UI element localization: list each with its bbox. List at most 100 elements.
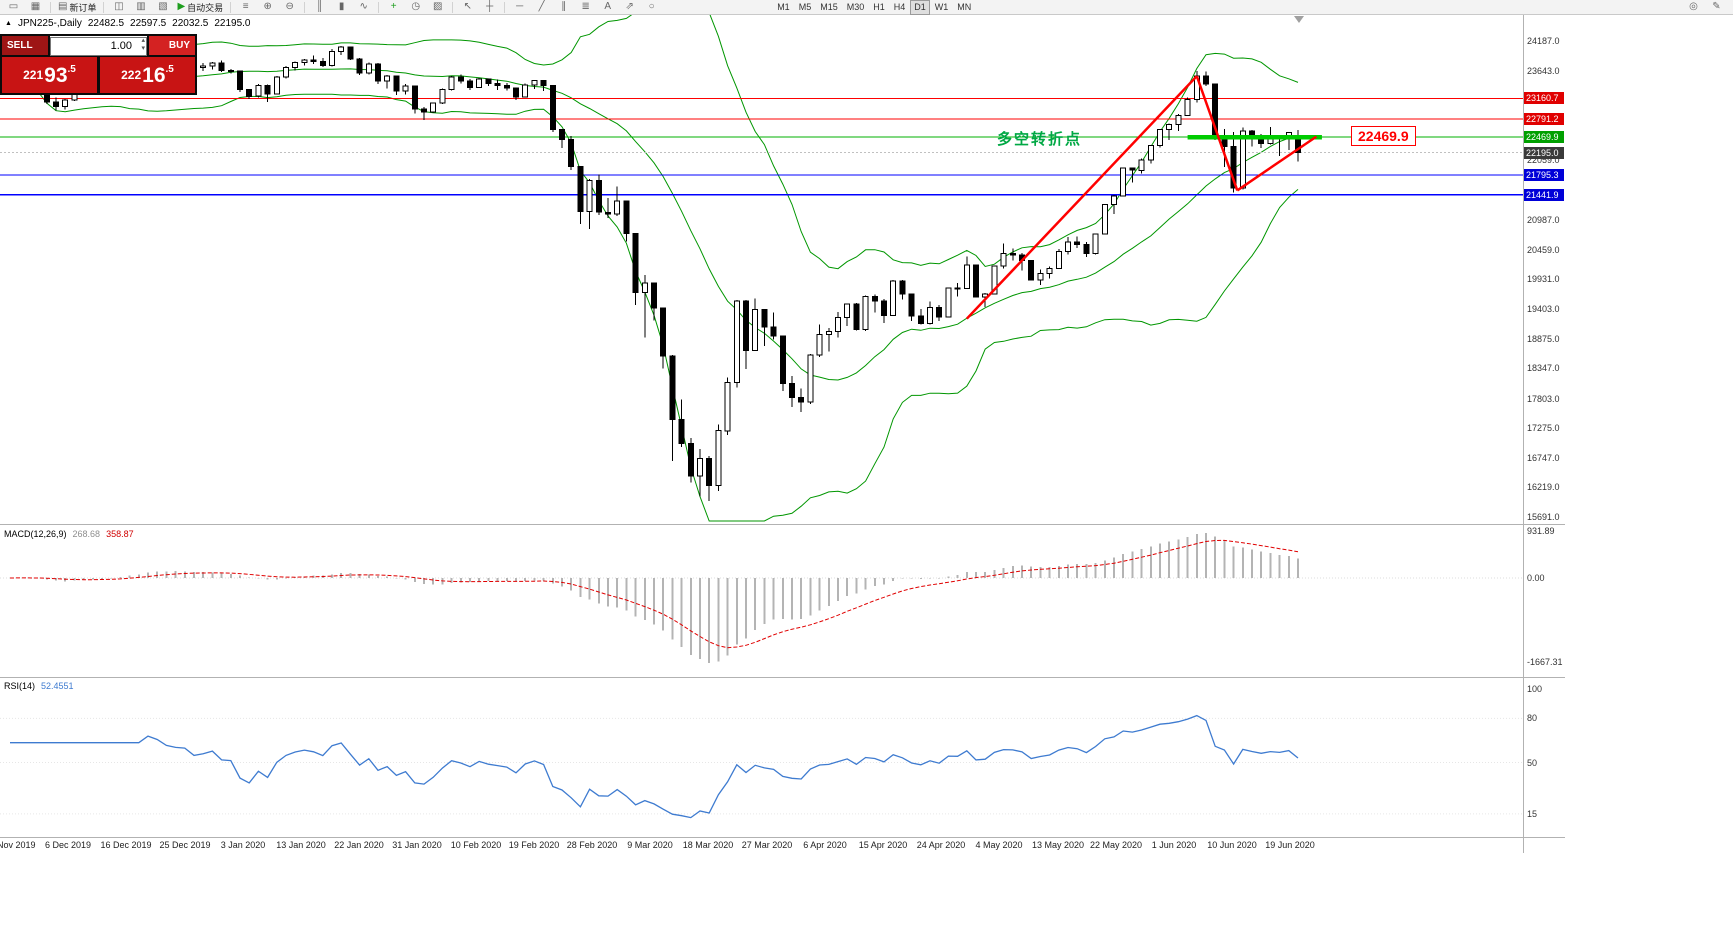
trade-panel-prices: 221 93.5 222 16.5	[2, 57, 195, 93]
periods-button[interactable]: ◷	[405, 0, 426, 15]
horizontal-line-button[interactable]: ─	[509, 0, 530, 15]
macd-panel-canvas[interactable]	[0, 526, 1523, 677]
close-value: 22195.0	[214, 18, 251, 29]
zoom-out-button[interactable]: ⊖	[279, 0, 300, 15]
high-value: 22597.5	[130, 18, 167, 29]
trendline-1[interactable]	[965, 75, 1198, 320]
macd-axis-label: 931.89	[1527, 526, 1555, 536]
quick-edit-button[interactable]: ✎	[1706, 0, 1727, 15]
bid-pip-digit: .5	[67, 63, 76, 75]
price-axis-label: 18347.0	[1527, 363, 1560, 373]
price-axis-label: 16747.0	[1527, 453, 1560, 463]
timeframe-button-m1[interactable]: M1	[777, 2, 790, 12]
timeframe-button-h4[interactable]: H4	[893, 2, 906, 12]
panel-separator[interactable]	[0, 677, 1565, 678]
shapes-button[interactable]: ○	[641, 0, 662, 15]
timeframe-button-h1[interactable]: H1	[873, 2, 885, 12]
indicators-button[interactable]: ≡	[235, 0, 256, 15]
open-value: 22482.5	[87, 18, 125, 29]
crosshair-icon: ┼	[486, 1, 494, 12]
cursor-icon: ↖	[463, 1, 472, 12]
turning-point-annotation[interactable]: 多空转折点	[997, 131, 1083, 148]
line-chart-button[interactable]: ∿	[353, 0, 374, 15]
templates-button[interactable]: ▨	[427, 0, 448, 15]
cursor-button[interactable]: ↖	[457, 0, 478, 15]
date-axis-label: 10 Feb 2020	[450, 840, 502, 850]
date-axis-label: 22 May 2020	[1089, 840, 1143, 850]
timeframe-button-w1[interactable]: W1	[934, 2, 949, 12]
equidistant-channel-button[interactable]: ∥	[553, 0, 574, 15]
timeframe-button-d1[interactable]: D1	[910, 0, 930, 15]
macd-axis-label: 0.00	[1527, 573, 1545, 583]
timeframe-button-m5[interactable]: M5	[798, 2, 812, 12]
date-axis-label: 28 Feb 2020	[566, 840, 618, 850]
main-toolbar: ▭ ▦ ▤ 新订单 ◫ ▥ ▧ ▶ 自动交易 ≡ ⊕ ⊖ ║ ▮ ∿ + ◷ ▨ ↖ ┼ ─ ╱ ∥ ≣ A ⇗ ○ M1 M5 M15 M…	[0, 0, 1733, 15]
sell-button[interactable]: SELL	[2, 36, 48, 55]
main-chart-canvas[interactable]	[0, 15, 1523, 524]
date-axis-label: 10 Jun 2020	[1207, 840, 1257, 850]
crosshair-button[interactable]: ┼	[479, 0, 500, 15]
date-axis-label: 18 Mar 2020	[682, 840, 734, 850]
rsi-indicator-label: RSI(14) 52.4551	[4, 681, 74, 691]
volume-input[interactable]	[50, 36, 147, 56]
text-label-icon: A	[604, 1, 612, 12]
text-label-button[interactable]: A	[597, 0, 618, 15]
rsi-axis-label: 15	[1527, 809, 1538, 819]
timeframe-button-m30[interactable]: M30	[846, 2, 865, 12]
navigator-button[interactable]: ▧	[152, 0, 173, 15]
price-axis-label: 16219.0	[1527, 482, 1560, 492]
volume-spinner: ▴ ▾	[141, 37, 145, 53]
bollinger-upper-band	[9, 15, 1299, 270]
arrows-button[interactable]: ⇗	[619, 0, 640, 15]
new-order-icon: ▤	[58, 1, 68, 12]
rsi-panel-canvas[interactable]	[0, 678, 1523, 837]
date-axis-label: 16 Dec 2019	[100, 840, 152, 850]
new-chart-button[interactable]: ▭	[3, 0, 24, 15]
zoom-in-button[interactable]: ⊕	[257, 0, 278, 15]
timeframe-button-m15[interactable]: M15	[820, 2, 838, 12]
volume-down-button[interactable]: ▾	[141, 45, 145, 52]
candlestick-chart-button[interactable]: ▮	[331, 0, 352, 15]
toolbar-separator	[103, 1, 105, 13]
price-axis-badge: 21441.9	[1524, 189, 1564, 201]
price-axis-label: 17275.0	[1527, 423, 1560, 433]
panel-separator[interactable]	[0, 524, 1565, 525]
date-axis-label: 9 Mar 2020	[627, 840, 673, 850]
ask-prefix-digits: 222	[121, 68, 142, 82]
add-indicator-icon: +	[390, 1, 397, 12]
bollinger-middle-band	[9, 68, 1299, 381]
panel-separator	[0, 837, 1565, 838]
trendline-2[interactable]	[1195, 75, 1239, 191]
trendline-icon: ╱	[538, 1, 545, 12]
date-axis-label: 24 Apr 2020	[916, 840, 966, 850]
autotrading-button[interactable]: ▶ 自动交易	[174, 0, 226, 15]
trendline-3[interactable]	[1236, 135, 1318, 192]
date-axis-label: 19 Jun 2020	[1265, 840, 1315, 850]
bar-chart-button[interactable]: ║	[309, 0, 330, 15]
fibonacci-button[interactable]: ≣	[575, 0, 596, 15]
search-button[interactable]: ◎	[1683, 0, 1704, 15]
data-window-button[interactable]: ▥	[130, 0, 151, 15]
price-axis-label: 20987.0	[1527, 215, 1560, 225]
buy-button[interactable]: BUY	[149, 36, 195, 55]
add-indicator-button[interactable]: +	[383, 0, 404, 15]
price-axis-label: 18875.0	[1527, 334, 1560, 344]
price-axis-badge: 22791.2	[1524, 113, 1564, 125]
date-axis-label: 6 Dec 2019	[44, 840, 92, 850]
new-order-button[interactable]: ▤ 新订单	[55, 0, 99, 15]
ask-price-display[interactable]: 222 16.5	[100, 57, 195, 93]
zoom-in-icon: ⊕	[263, 1, 272, 12]
chart-profiles-button[interactable]: ▦	[25, 0, 46, 15]
timeframe-button-mn[interactable]: MN	[957, 2, 972, 12]
bid-price-display[interactable]: 221 93.5	[2, 57, 97, 93]
price-callout-label[interactable]: 22469.9	[1351, 126, 1416, 146]
trendline-button[interactable]: ╱	[531, 0, 552, 15]
volume-up-button[interactable]: ▴	[141, 37, 145, 44]
navigator-icon: ▧	[158, 1, 168, 12]
market-watch-button[interactable]: ◫	[108, 0, 129, 15]
volume-control: ▴ ▾	[50, 36, 147, 56]
price-axis-label: 19403.0	[1527, 304, 1560, 314]
chart-shift-marker[interactable]	[1294, 16, 1304, 23]
